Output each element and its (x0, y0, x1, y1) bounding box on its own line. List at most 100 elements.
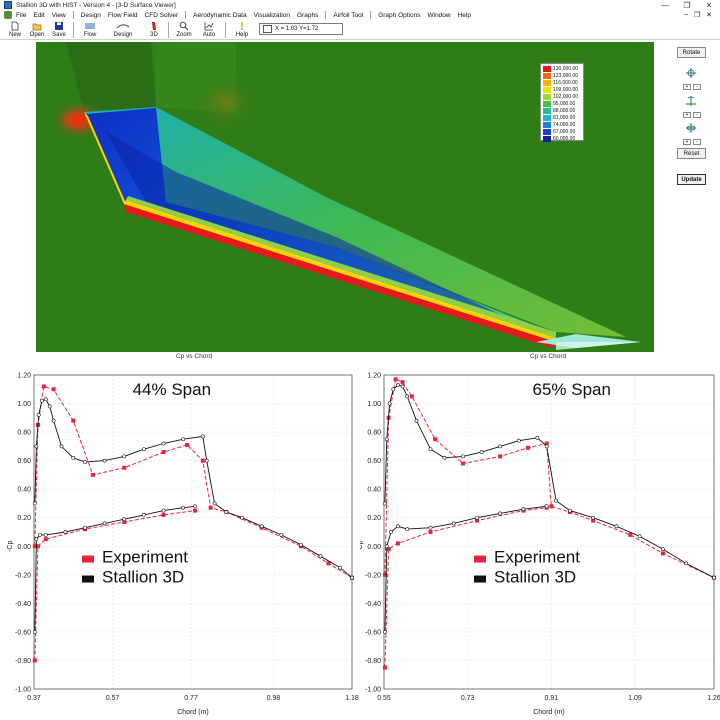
rotate-x-control: + - (681, 66, 701, 90)
rotate-y-minus-button[interactable]: - (693, 112, 701, 118)
data-point (442, 455, 447, 460)
legend-row: 88,000.00 (543, 107, 575, 114)
legend-value: 60,000.00 (553, 135, 576, 142)
data-point (192, 508, 197, 513)
data-point (240, 515, 244, 520)
coordinate-readout: X = 1.03 Y=1.72 (259, 23, 343, 35)
data-point (102, 521, 107, 526)
data-point (34, 444, 39, 449)
legend-label: Stallion 3D (102, 568, 184, 587)
save-button[interactable]: Save (48, 20, 70, 40)
data-point (326, 561, 331, 566)
3d-label: 3D (150, 32, 158, 38)
3d-button[interactable]: 3D (143, 20, 165, 40)
menu-design[interactable]: Design (80, 11, 101, 19)
save-label: Save (52, 32, 66, 38)
data-point (32, 658, 37, 663)
design-label: Design (113, 32, 133, 38)
legend-swatch (543, 135, 551, 142)
open-button[interactable]: Open (26, 20, 48, 40)
data-point (405, 394, 410, 399)
menu-view[interactable]: View (51, 11, 66, 19)
minimize-button[interactable]: — (661, 0, 669, 10)
flow-icon (85, 23, 95, 29)
rotate-x-minus-button[interactable]: - (693, 84, 701, 90)
document-icon[interactable] (4, 11, 12, 19)
help-button[interactable]: Help (229, 20, 255, 40)
update-button[interactable]: Update (677, 174, 706, 185)
mdi-minimize-button[interactable]: – (683, 11, 688, 18)
legend-row: 116,000.00 (543, 79, 578, 86)
menu-graphs[interactable]: Graphs (297, 11, 319, 19)
menu-cfd-solver[interactable]: CFD Solver (144, 11, 179, 19)
data-point (71, 455, 76, 460)
rotate-x-plus-button[interactable]: + (683, 84, 691, 90)
data-point (200, 458, 205, 463)
menu-separator (72, 11, 74, 19)
menu-edit[interactable]: Edit (33, 11, 45, 19)
rotate-button[interactable]: Rotate (677, 47, 706, 58)
rotate-y-plus-button[interactable]: + (683, 112, 691, 118)
menu-window[interactable]: Window (427, 11, 451, 19)
legend-swatch (543, 72, 551, 79)
menu-visualization[interactable]: Visualization (253, 11, 290, 19)
y-tick-label: -0.60 (15, 629, 31, 636)
menu-file[interactable]: File (16, 11, 27, 19)
close-button[interactable]: ✕ (705, 0, 713, 10)
legend-value: 67,000.00 (553, 128, 576, 135)
menu-airfoil-tool[interactable]: Airfoil Tool (333, 11, 364, 19)
series-line (34, 385, 353, 579)
data-point (544, 444, 549, 449)
data-point (628, 532, 633, 537)
mdi-restore-button[interactable]: ❐ (693, 12, 701, 19)
zoom-button[interactable]: Zoom (172, 20, 196, 40)
maximize-button[interactable]: ❐ (683, 0, 691, 10)
data-point (204, 458, 209, 463)
rotate-axis-z-icon (686, 123, 696, 133)
legend-label: Stallion 3D (494, 568, 576, 587)
data-point (428, 530, 433, 534)
menu-aerodynamic-data[interactable]: Aerodynamic Data (193, 11, 247, 19)
y-tick-label: 0.80 (17, 430, 31, 437)
legend-row: 67,000.00 (543, 128, 575, 135)
auto-button[interactable]: Auto (196, 20, 222, 40)
data-point (451, 521, 456, 526)
menu-flow-field[interactable]: Flow Field (107, 11, 138, 19)
legend-swatch (543, 100, 551, 107)
data-point (461, 461, 466, 466)
data-point (479, 450, 484, 454)
legend-value: 88,000.00 (553, 107, 576, 114)
cp-chart-svg: 1.20 1.00 0.80 0.60 0.40 0.20 0.00 -0.20 -0.40 -0… (7, 373, 359, 717)
y-tick-label: 0.00 (17, 544, 31, 551)
reset-button[interactable]: Reset (677, 148, 706, 159)
data-point (36, 413, 41, 417)
data-point (382, 665, 387, 670)
coordinate-text: X = 1.03 Y=1.72 (275, 26, 319, 32)
help-icon (241, 22, 243, 30)
design-button[interactable]: Design (103, 20, 143, 40)
legend-value: 109,000.00 (553, 86, 579, 93)
x-axis-label: Chord (m) (177, 709, 209, 716)
save-disk-icon (55, 22, 63, 30)
new-button[interactable]: New (4, 20, 26, 40)
plot-frame (383, 374, 715, 690)
data-point (712, 575, 716, 580)
mdi-close-button[interactable]: ✕ (706, 12, 712, 19)
data-point (521, 507, 526, 512)
rotate-z-minus-button[interactable]: - (693, 139, 701, 145)
menu-help[interactable]: Help (457, 11, 471, 19)
toolbar-separator (73, 22, 74, 38)
data-point (498, 511, 503, 516)
y-tick-label: -0.80 (365, 658, 381, 665)
menu-graph-options[interactable]: Graph Options (378, 11, 421, 19)
data-point (34, 537, 39, 542)
rotate-z-plus-button[interactable]: + (683, 139, 691, 145)
flow-button[interactable]: Flow (77, 20, 103, 40)
legend-swatch (82, 555, 94, 563)
data-point (414, 418, 419, 423)
y-tick-label: 0.20 (367, 515, 381, 522)
legend-swatch (543, 79, 551, 86)
view-control-panel: Rotate + - + - + - Reset Update (677, 44, 709, 194)
legend-value: 81,000.00 (553, 114, 576, 121)
data-point (299, 542, 303, 547)
